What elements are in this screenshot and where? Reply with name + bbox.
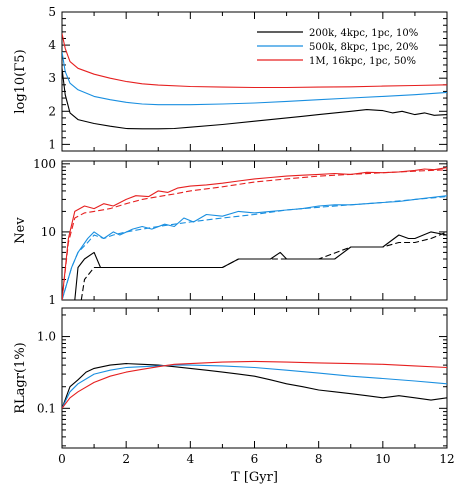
series-line-1 (62, 363, 447, 409)
series-line-2 (80, 231, 447, 300)
y-tick-label: 100 (33, 157, 56, 171)
y-tick-label: 1 (48, 137, 56, 151)
y-axis-label: RLagr(1%) (13, 342, 28, 413)
y-axis-label: log10(Γ5) (13, 49, 28, 113)
x-tick-label: 6 (251, 452, 259, 466)
legend-label: 200k, 4kpc, 1pc, 10% (309, 28, 418, 39)
y-axis-label: Nev (13, 217, 28, 244)
series-line-3 (62, 33, 447, 89)
y-tick-label: 4 (48, 38, 56, 52)
series-line-1 (62, 68, 447, 130)
plot-frame (61, 307, 448, 449)
x-tick-label: 8 (315, 452, 323, 466)
panel-1: 1 2 3 4 5 log10(Γ5) 200k, 4kpc, 1pc, 10% 500k, … (13, 5, 448, 152)
legend: 200k, 4kpc, 1pc, 10% 500k, 8kpc, 1pc, 20%… (257, 28, 418, 67)
x-tick-label: 4 (187, 452, 195, 466)
x-tick-label: 2 (122, 452, 130, 466)
legend-label: 1M, 16kpc, 1pc, 50% (309, 56, 416, 67)
series-line-2 (62, 364, 447, 409)
y-tick-label: 1 (48, 293, 56, 307)
y-tick-label: 5 (48, 5, 56, 19)
series-line-6 (62, 169, 447, 300)
plot-frame (61, 160, 448, 301)
x-tick-label: 10 (375, 452, 390, 466)
series-line-2 (62, 51, 447, 106)
series-line-4 (62, 196, 447, 300)
panel-3: 0.1 1.0 0 2 4 6 8 10 12 RLagr(1%) T [Gyr] (13, 307, 455, 485)
x-tick-label: 0 (58, 452, 66, 466)
series-line-1 (74, 231, 447, 300)
y-tick-label: 3 (48, 71, 56, 85)
series-line-3 (62, 360, 447, 409)
series-line-3 (62, 195, 447, 300)
y-tick-label: 10 (41, 225, 56, 239)
panel-2: 1 10 100 Nev (13, 157, 448, 307)
legend-label: 500k, 8kpc, 1pc, 20% (309, 42, 418, 53)
x-tick-label: 12 (439, 452, 454, 466)
y-tick-label: 0.1 (37, 401, 56, 415)
y-tick-label: 1.0 (37, 330, 56, 344)
series-line-5 (62, 167, 447, 300)
x-axis-label: T [Gyr] (231, 470, 278, 485)
y-tick-label: 2 (48, 104, 56, 118)
